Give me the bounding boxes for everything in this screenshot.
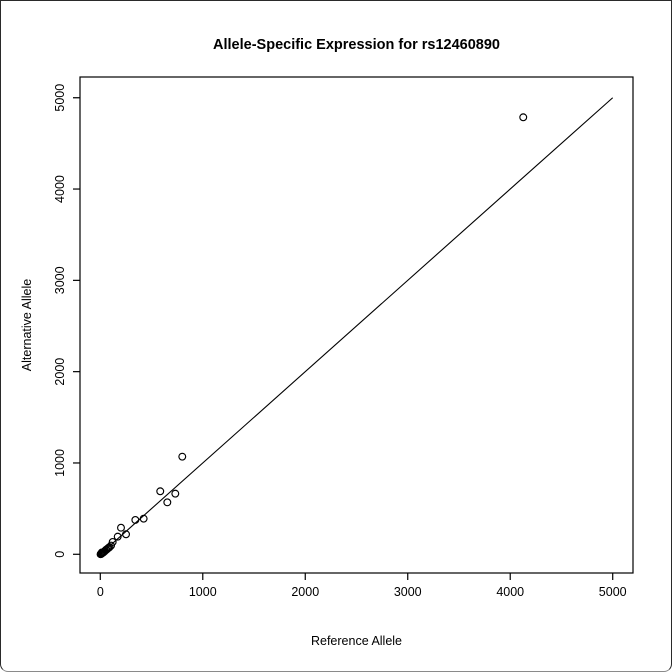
y-tick-label: 0 [53,551,67,558]
data-point [122,530,130,539]
x-tick-label: 0 [97,585,104,599]
data-point [96,550,105,559]
x-tick-label: 2000 [291,585,319,599]
x-tick-label: 1000 [189,585,217,599]
data-point [131,515,140,524]
data-point [139,514,148,523]
x-tick-label: 3000 [394,585,422,599]
x-axis-label: Reference Allele [311,634,402,648]
data-point [117,523,125,532]
plot-title: Allele-Specific Expression for rs1246089… [213,37,500,53]
y-tick-label: 1000 [53,449,67,477]
data-point [171,489,180,498]
y-tick-label: 2000 [53,358,67,386]
x-tick-label: 4000 [496,585,524,599]
data-point [163,498,172,507]
data-point [113,532,122,541]
data-point [519,113,528,122]
y-tick-label: 5000 [53,84,67,112]
data-point [156,487,165,496]
y-axis-label: Alternative Allele [20,279,34,371]
x-tick-label: 5000 [599,585,627,599]
y-tick-label: 4000 [53,175,67,203]
identity-line [99,97,614,555]
y-tick-label: 3000 [53,266,67,294]
data-point [178,452,187,461]
